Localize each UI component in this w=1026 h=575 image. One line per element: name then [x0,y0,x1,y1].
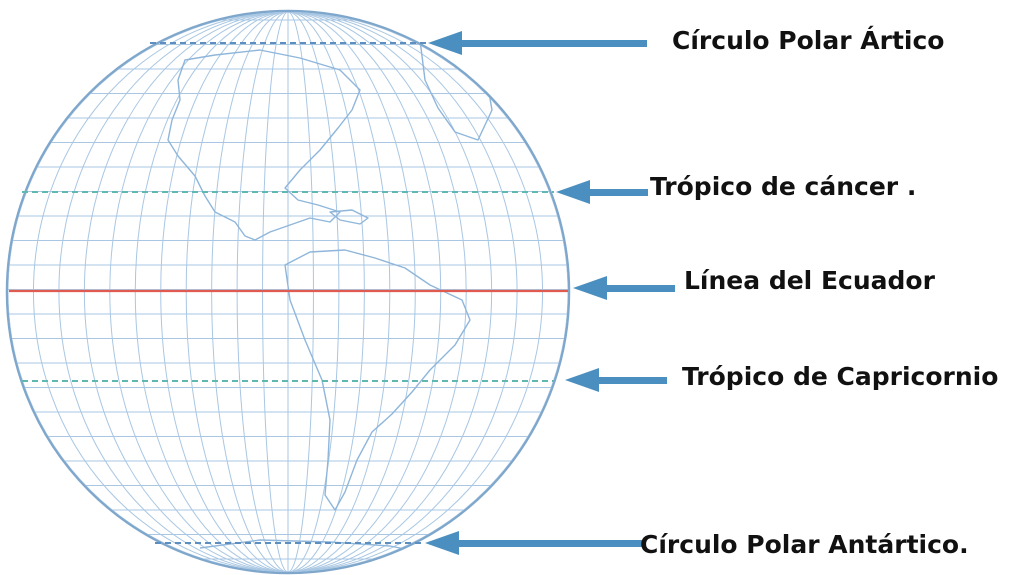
caribbean-outline [329,209,369,225]
arrow-antarctic [425,531,645,555]
arrow-equator [573,276,675,300]
label-antarctic-circle: Círculo Polar Antártico. [640,530,969,559]
arrow-arctic [428,31,647,55]
reference-lines [9,42,568,544]
label-tropic-of-capricorn: Trópico de Capricornio [682,362,999,391]
label-tropic-of-cancer: Trópico de cáncer . [650,172,917,201]
label-arctic-circle: Círculo Polar Ártico [672,26,945,55]
label-equator: Línea del Ecuador [684,266,935,295]
south-america-outline [284,249,471,511]
graticule [8,12,568,572]
north-america-outline [167,49,361,241]
arrow-tropic-capricorn [565,368,667,392]
arrow-tropic-cancer [556,180,648,204]
